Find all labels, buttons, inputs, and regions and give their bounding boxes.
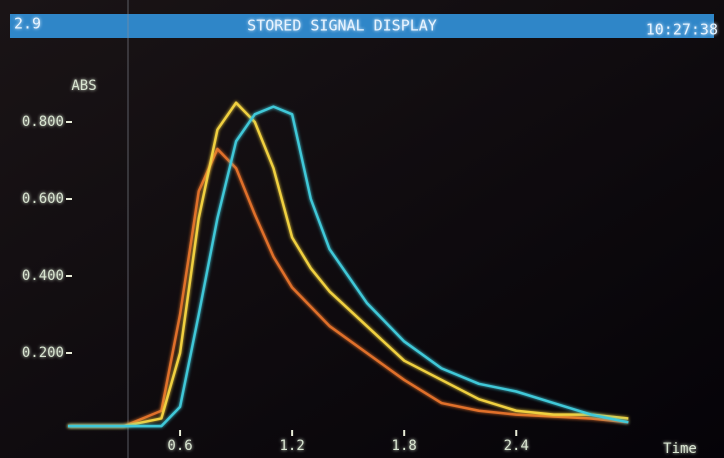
y-tick-label: 0.200 — [22, 345, 64, 361]
y-tick-label: 0.800 — [22, 114, 64, 130]
y-tick-label: 0.400 — [22, 268, 64, 284]
channel: 2.9 — [14, 15, 41, 33]
chart-title: STORED SIGNAL DISPLAY — [247, 17, 437, 35]
chart: 2.9 STORED SIGNAL DISPLAY 10:27:38 ABS T… — [0, 0, 724, 458]
x-tick-label: 2.4 — [504, 438, 529, 454]
y-tick-label: 0.600 — [22, 191, 64, 207]
screen — [0, 0, 724, 458]
x-tick-label: 1.2 — [279, 438, 304, 454]
page: 2.9 STORED SIGNAL DISPLAY 10:27:38 ABS T… — [0, 0, 724, 458]
x-axis-label: Time — [663, 441, 697, 457]
x-tick-label: 1.8 — [392, 438, 417, 454]
clock: 10:27:38 — [646, 21, 718, 39]
y-axis-label: ABS — [71, 78, 96, 94]
x-tick-label: 0.6 — [167, 438, 192, 454]
